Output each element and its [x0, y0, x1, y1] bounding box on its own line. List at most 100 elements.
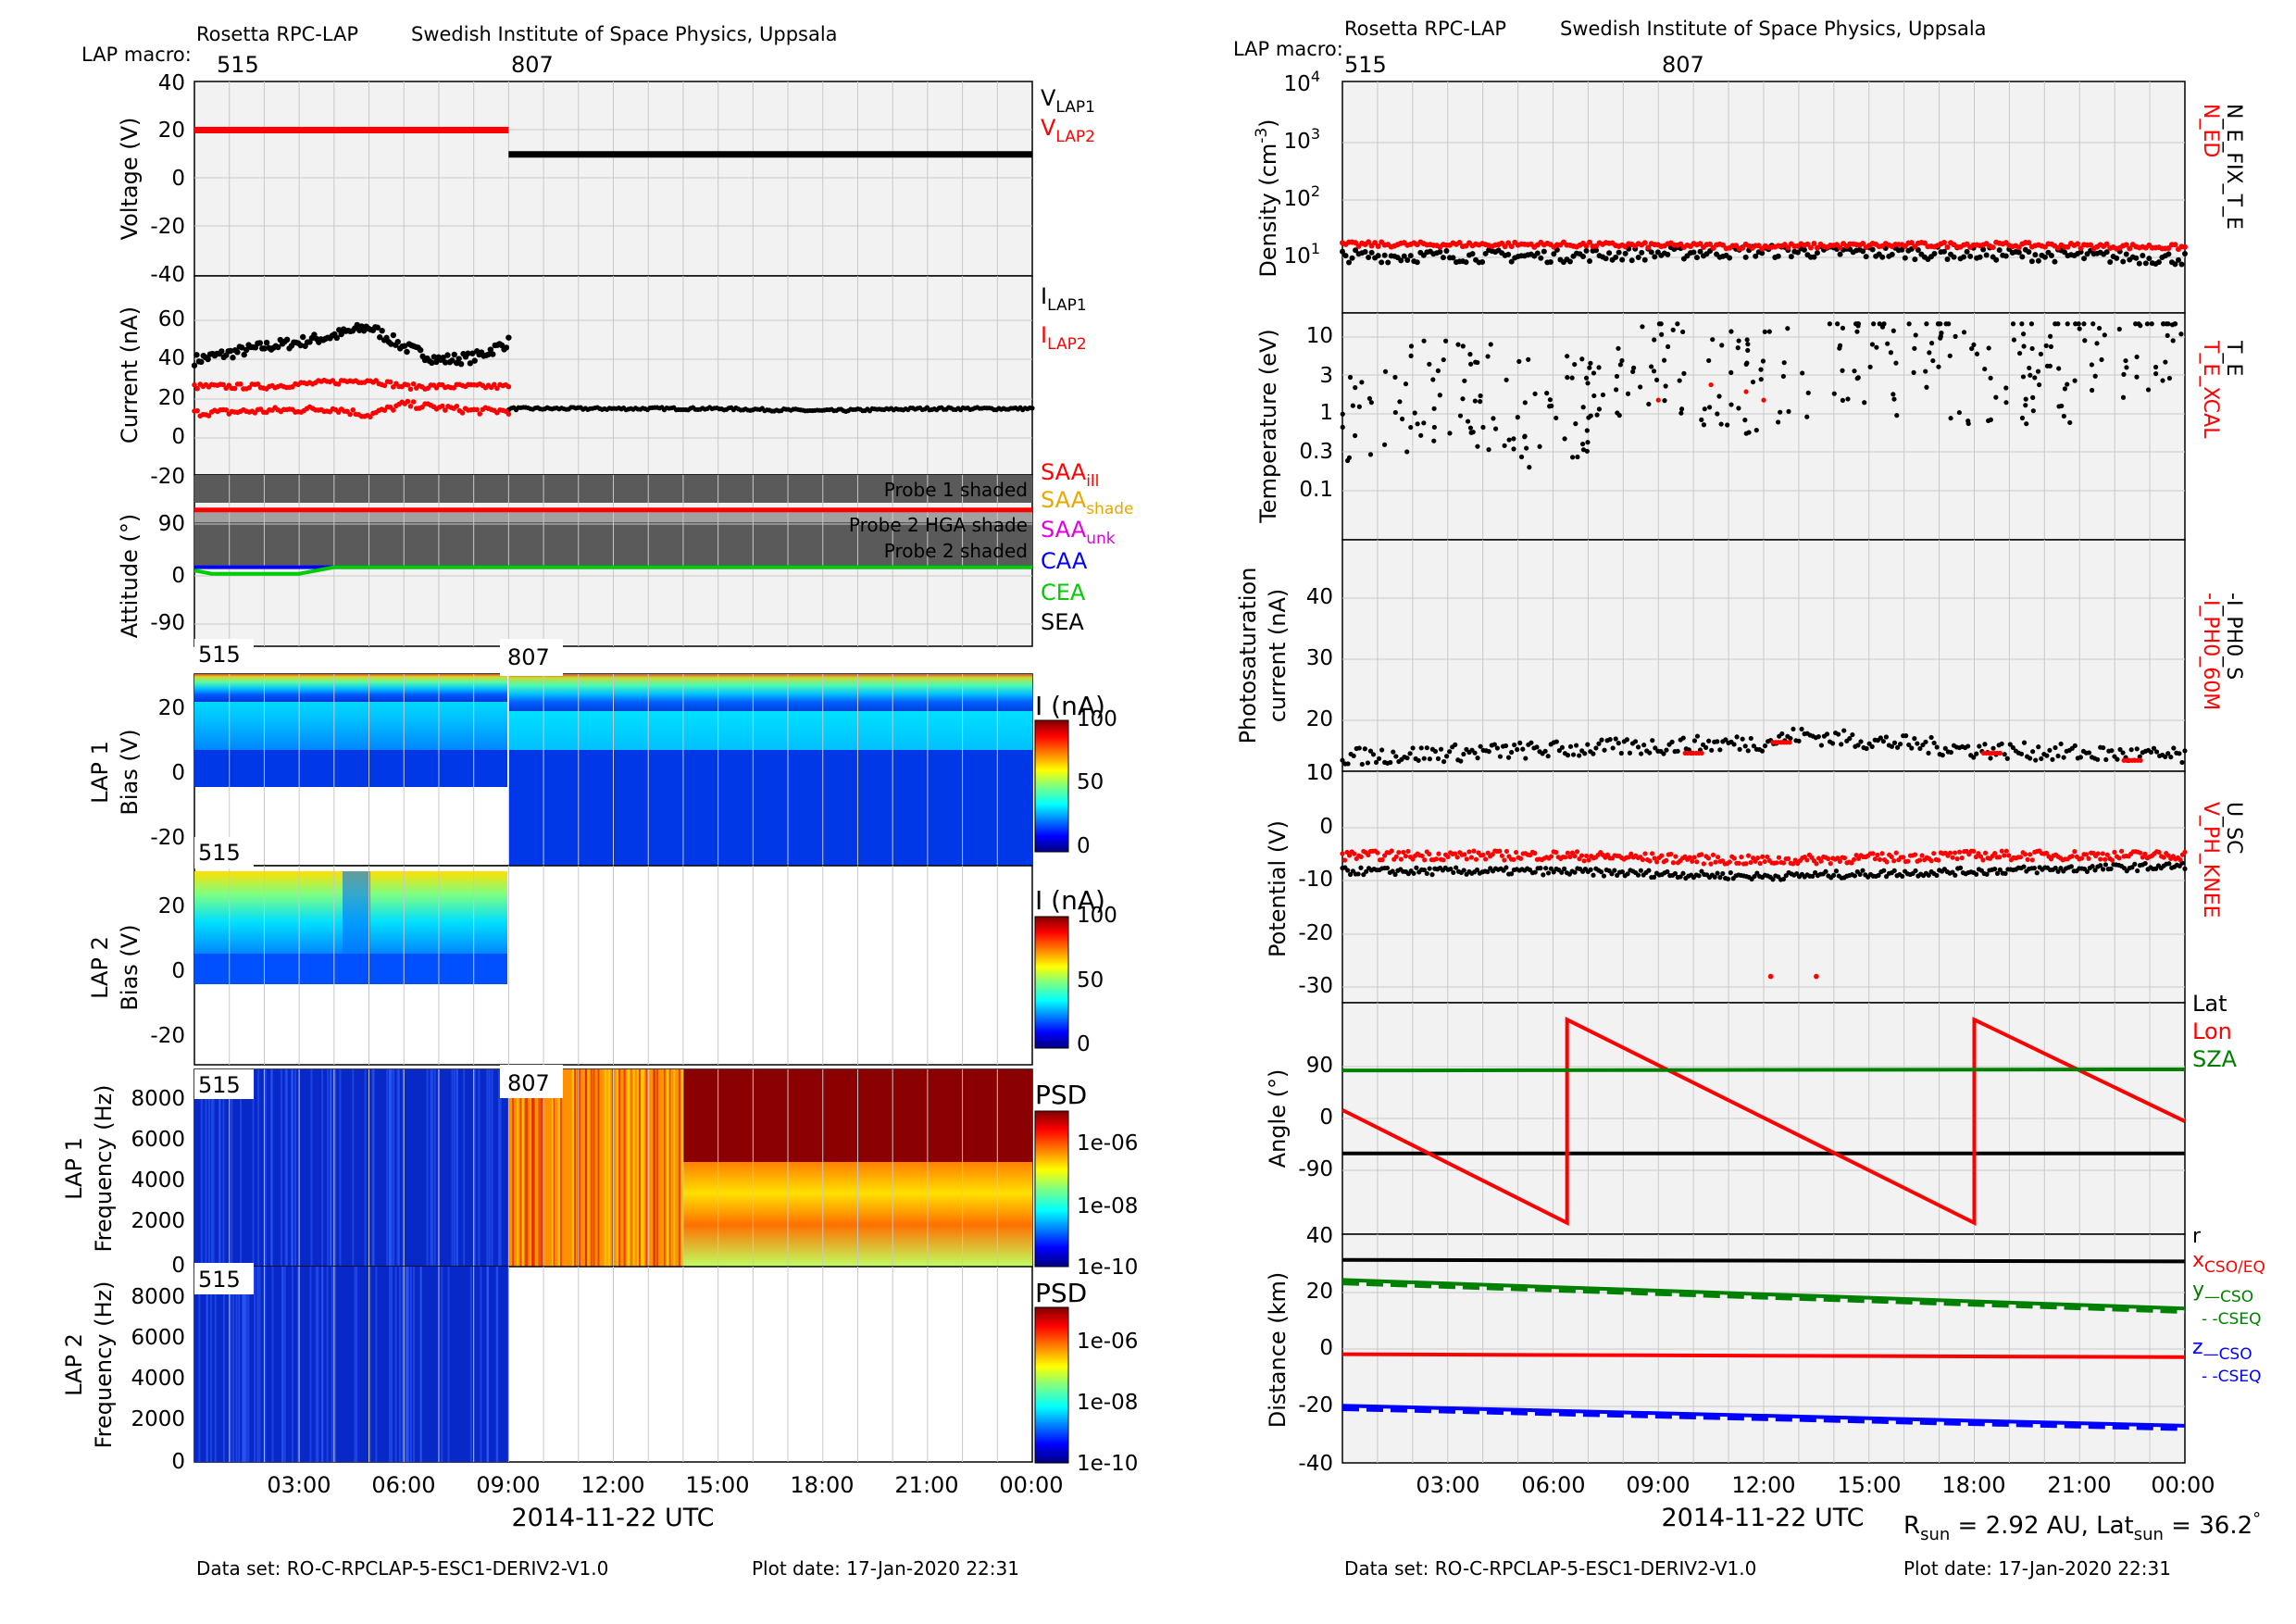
- potential-point-v-ph-knee: [2103, 856, 2108, 862]
- lap2-freq-tick: 4000: [131, 1367, 185, 1391]
- density-point-n-e-fix: [1606, 250, 1613, 256]
- temperature-point-t-e: [1762, 329, 1767, 334]
- spectrogram-streak: [232, 1267, 235, 1462]
- potential-point-u-sc: [1562, 866, 1567, 871]
- density-point-n-e-fix: [1619, 256, 1626, 263]
- potential-point-v-ph-knee: [1518, 856, 1524, 861]
- temperature-point-t-e: [2134, 374, 2140, 380]
- spectrogram-streak: [283, 1267, 286, 1462]
- spectrogram-streak: [512, 1069, 515, 1267]
- potential-point-v-ph-knee: [1760, 854, 1766, 859]
- lap1-freq-tick: 8000: [131, 1087, 185, 1111]
- temperature-point-t-e: [1431, 438, 1437, 443]
- potential-point-v-ph-knee: [1548, 854, 1554, 859]
- legend-r: r: [2192, 1225, 2202, 1248]
- lap2-freq-tick: 8000: [131, 1285, 185, 1309]
- density-point-n-ed: [2165, 245, 2172, 252]
- density-point-n-e-fix: [2026, 249, 2032, 256]
- right-xtick: 03:00: [1416, 1472, 1479, 1498]
- current-point-lap1: [503, 344, 510, 351]
- potential-point-v-ph-knee: [1664, 857, 1669, 863]
- potential-point-v-ph-knee: [1727, 859, 1732, 865]
- density-point-n-ed: [1807, 244, 1814, 251]
- photo-point-s: [1542, 748, 1548, 754]
- potential-point-u-sc: [1823, 868, 1828, 874]
- potential-point-v-ph-knee: [1577, 856, 1582, 862]
- photo-point-s: [2053, 744, 2058, 751]
- photo-point-s: [1912, 736, 1917, 742]
- photo-point-s: [1618, 750, 1624, 756]
- temperature-point-t-e: [2090, 321, 2096, 327]
- temperature-point-t-e: [1837, 345, 1842, 351]
- lap2-freq-tick: 2000: [131, 1407, 185, 1431]
- temperature-point-t-e: [2102, 332, 2107, 338]
- temperature-point-t-e: [1350, 403, 1355, 408]
- potential-point-v-ph-knee: [1957, 849, 1963, 855]
- temperature-point-t-e: [1776, 419, 1781, 425]
- temperature-point-t-e: [2020, 374, 2027, 380]
- spectrogram-streak: [334, 1069, 337, 1267]
- potential-point-v-ph-knee: [1992, 850, 1998, 856]
- photo-point-s: [2002, 752, 2007, 757]
- spectrogram-streak: [231, 1069, 233, 1267]
- temperature-point-t-e: [1586, 415, 1591, 420]
- photo-point-s: [1585, 742, 1591, 747]
- legend-vlap2: VLAP2: [1041, 115, 1095, 146]
- temperature-point-t-e: [1537, 443, 1542, 449]
- spectrogram-streak: [638, 1069, 641, 1267]
- temperature-point-t-e: [1681, 370, 1687, 377]
- temperature-point-t-e: [1706, 357, 1712, 364]
- current-point-lap2: [477, 411, 483, 417]
- lap2-freq-panel: 515 LAP 2 Frequency (Hz) 8000 6000 4000 …: [61, 1263, 1138, 1476]
- spectrogram-streak: [235, 1267, 238, 1462]
- density-point-n-ed: [1811, 240, 1817, 246]
- potential-point-v-ph-knee: [1841, 855, 1848, 861]
- temperature-point-t-e: [1431, 406, 1437, 411]
- temperature-point-t-e: [1488, 342, 1493, 347]
- density-point-n-e-fix: [2041, 254, 2048, 260]
- right-macro-515: 515: [1344, 52, 1387, 78]
- photo-point-s: [1624, 737, 1629, 743]
- temperature-point-t-e: [2152, 364, 2159, 370]
- potential-point-u-sc: [1429, 872, 1435, 878]
- potential-point-u-sc: [1538, 866, 1543, 871]
- photo-point-s: [1650, 738, 1655, 743]
- photo-point-s: [1847, 736, 1853, 742]
- density-point-n-e-fix: [1915, 247, 1921, 254]
- spectrogram-streak: [394, 1267, 397, 1462]
- current-ylabel: Current (nA): [117, 306, 143, 443]
- potential-point-v-ph-knee: [2069, 854, 2075, 859]
- current-point-lap1: [390, 331, 397, 339]
- potential-point-v-ph-knee: [1341, 857, 1348, 863]
- lap1-bias-tick: 20: [158, 696, 185, 720]
- potential-tick: 0: [1319, 815, 1333, 839]
- potential-point-v-ph-knee: [1947, 850, 1953, 856]
- photo-point-s: [1503, 743, 1509, 749]
- photo-point-s: [1529, 740, 1534, 745]
- spectrogram-streak: [354, 1267, 356, 1462]
- density-point-n-e-fix: [1593, 247, 1600, 254]
- temperature-point-t-e: [2065, 321, 2070, 327]
- temperature-point-t-e: [2037, 381, 2042, 388]
- current-point-lap1: [429, 359, 435, 367]
- photo-point-s: [2047, 747, 2053, 753]
- potential-point-v-ph-knee: [1928, 858, 1934, 864]
- spectrogram-streak: [218, 1069, 221, 1267]
- angle-ylabel: Angle (°): [1265, 1069, 1291, 1168]
- spectrogram-streak: [491, 1069, 493, 1267]
- potential-point-v-ph-knee: [1358, 854, 1364, 859]
- photo-point-s: [1858, 739, 1864, 744]
- density-point-n-e-fix: [2003, 253, 2009, 259]
- photo-point-s: [1410, 745, 1416, 751]
- temperature-point-t-e: [1547, 397, 1554, 403]
- temperature-point-t-e: [1804, 414, 1810, 419]
- density-point-n-e-fix: [1505, 251, 1512, 257]
- potential-point-v-ph-knee: [1748, 859, 1753, 866]
- current-point-lap1: [487, 346, 494, 353]
- temperature-point-t-e: [1457, 413, 1464, 418]
- potential-point-u-sc: [1638, 868, 1643, 873]
- current-point-lap1: [471, 357, 478, 364]
- photo-point-s: [1359, 761, 1365, 768]
- photo-point-s: [2115, 756, 2120, 762]
- lap1-freq-tick: 2000: [131, 1209, 185, 1233]
